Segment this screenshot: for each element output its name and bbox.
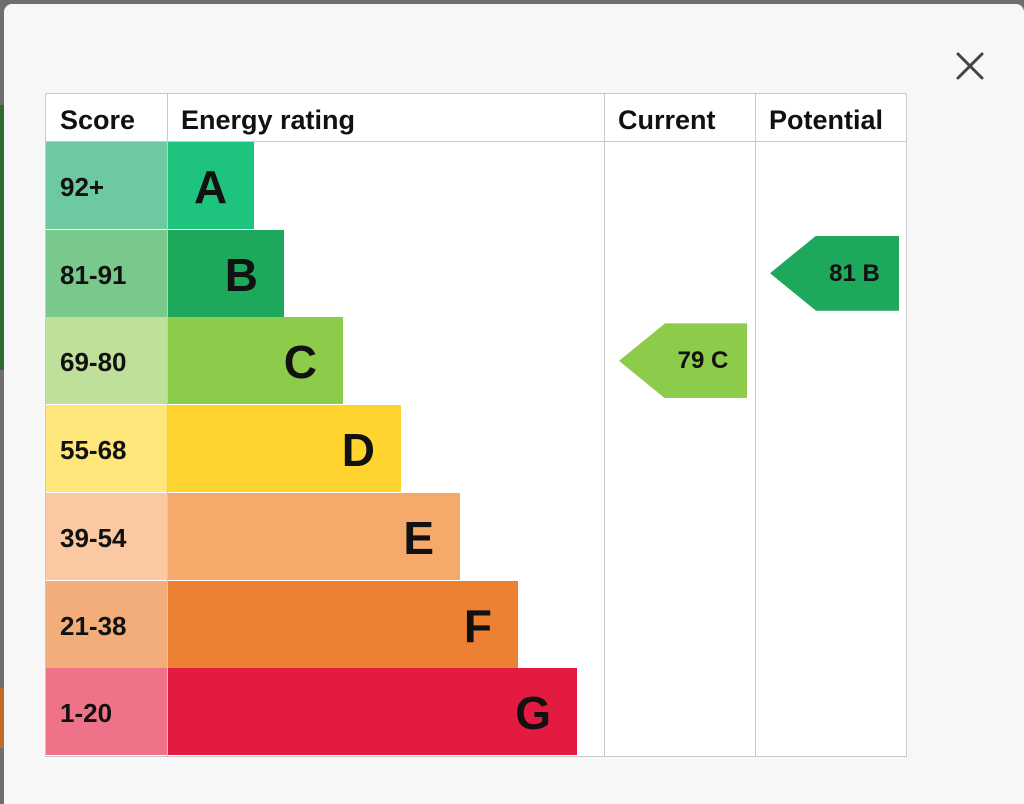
potential-rating-arrow: 81 B <box>770 235 899 311</box>
energy-rating-table: Score Energy rating Current Potential 92… <box>45 93 907 757</box>
score-range-b: 81-91 <box>46 229 167 317</box>
current-rating-arrow: 79 C <box>619 323 747 399</box>
header-score: Score <box>60 105 136 135</box>
rating-bar-d: D <box>168 405 401 493</box>
score-range-e: 39-54 <box>46 492 167 580</box>
rating-bar-b: B <box>168 229 284 317</box>
column-divider-score <box>167 94 168 756</box>
header-energy-rating: Energy rating <box>181 105 356 135</box>
energy-rating-modal: Score Energy rating Current Potential 92… <box>4 4 1024 804</box>
score-range-g: 1-20 <box>46 668 167 756</box>
rating-bar-c: C <box>168 317 343 405</box>
backdrop-edge-green <box>0 105 6 370</box>
header-divider <box>46 141 906 142</box>
column-divider-potential <box>755 94 756 756</box>
close-button[interactable] <box>950 46 990 86</box>
rating-bar-e: E <box>168 492 460 580</box>
score-range-d: 55-68 <box>46 405 167 493</box>
score-range-f: 21-38 <box>46 580 167 668</box>
score-range-c: 69-80 <box>46 317 167 405</box>
rating-bar-g: G <box>168 668 577 756</box>
header-current: Current <box>618 105 716 135</box>
rating-bar-a: A <box>168 142 254 229</box>
backdrop-edge-orange <box>0 688 6 748</box>
score-range-a: 92+ <box>46 142 167 229</box>
column-divider-current <box>604 94 605 756</box>
close-icon <box>956 52 984 80</box>
header-potential: Potential <box>769 105 884 135</box>
rating-bar-f: F <box>168 580 518 668</box>
